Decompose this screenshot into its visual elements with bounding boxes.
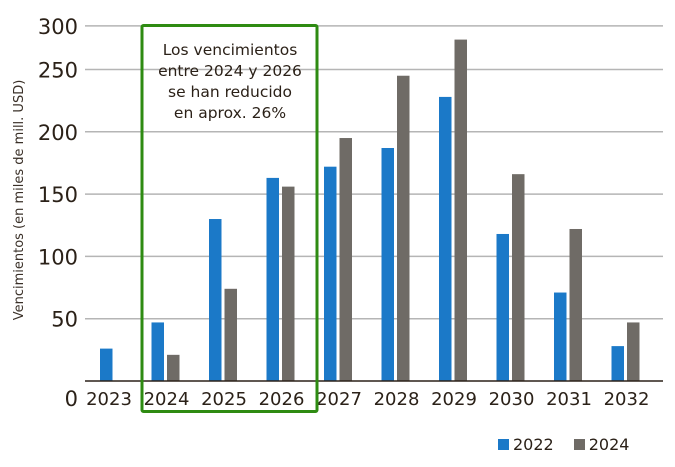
y-tick-label: 50 (51, 308, 78, 332)
bar-2024-2032 (627, 322, 640, 381)
y-tick-label: 0 (65, 387, 78, 411)
bar-2024-2027 (339, 138, 352, 381)
legend-item-2022: 2022 (498, 435, 554, 454)
bar-2022-2026 (266, 177, 279, 381)
legend-swatch (498, 439, 509, 450)
legend-label: 2022 (513, 435, 554, 454)
x-tick-label: 2027 (316, 389, 362, 410)
annotation-line: Los vencimientos (162, 41, 298, 59)
bar-2022-2029 (439, 96, 452, 382)
bar-2024-2028 (397, 75, 410, 381)
annotation-line: en aprox. 26% (173, 104, 287, 122)
bar-2022-2027 (324, 166, 337, 381)
legend-item-2024: 2024 (573, 435, 630, 454)
bar-2022-2031 (554, 292, 567, 381)
legend: 2022 2024 (498, 435, 629, 454)
x-tick-label: 2029 (431, 389, 477, 410)
bar-2022-2030 (496, 233, 509, 381)
bar-2024-2031 (569, 228, 582, 381)
y-tick-label: 200 (38, 121, 78, 145)
x-tick-label: 2023 (86, 389, 132, 410)
bar-2022-2032 (611, 346, 624, 381)
annotation-text: Los vencimientos entre 2024 y 2026 se ha… (146, 40, 314, 124)
x-tick-label: 2025 (201, 389, 247, 410)
y-axis-label: Vencimientos (en miles de mill. USD) (12, 79, 27, 321)
annotation-line: entre 2024 y 2026 (158, 62, 302, 80)
bar-2024-2024 (167, 354, 180, 381)
x-tick-label: 2031 (546, 389, 592, 410)
bar-2022-2025 (209, 219, 222, 381)
bar-2024-2025 (224, 288, 237, 381)
bar-2022-2028 (381, 147, 394, 381)
highlight-box (140, 24, 319, 413)
annotation-line: se han reducido (168, 83, 292, 101)
y-tick-label: 300 (38, 15, 78, 39)
bar-2022-2024 (151, 322, 164, 381)
x-tick-label: 2024 (144, 389, 190, 410)
x-tick-label: 2026 (259, 389, 305, 410)
x-tick-label: 2030 (489, 389, 535, 410)
bar-2024-2030 (512, 174, 525, 381)
y-tick-label: 250 (38, 59, 78, 83)
x-tick-label: 2028 (374, 389, 420, 410)
x-tick-label: 2032 (604, 389, 650, 410)
bar-2022-2023 (100, 348, 113, 381)
y-tick-label: 150 (38, 183, 78, 207)
legend-label: 2024 (588, 435, 630, 454)
bar-2024-2029 (454, 39, 467, 381)
y-tick-label: 100 (38, 245, 78, 269)
legend-swatch (573, 439, 585, 450)
bar-2024-2026 (282, 186, 295, 381)
